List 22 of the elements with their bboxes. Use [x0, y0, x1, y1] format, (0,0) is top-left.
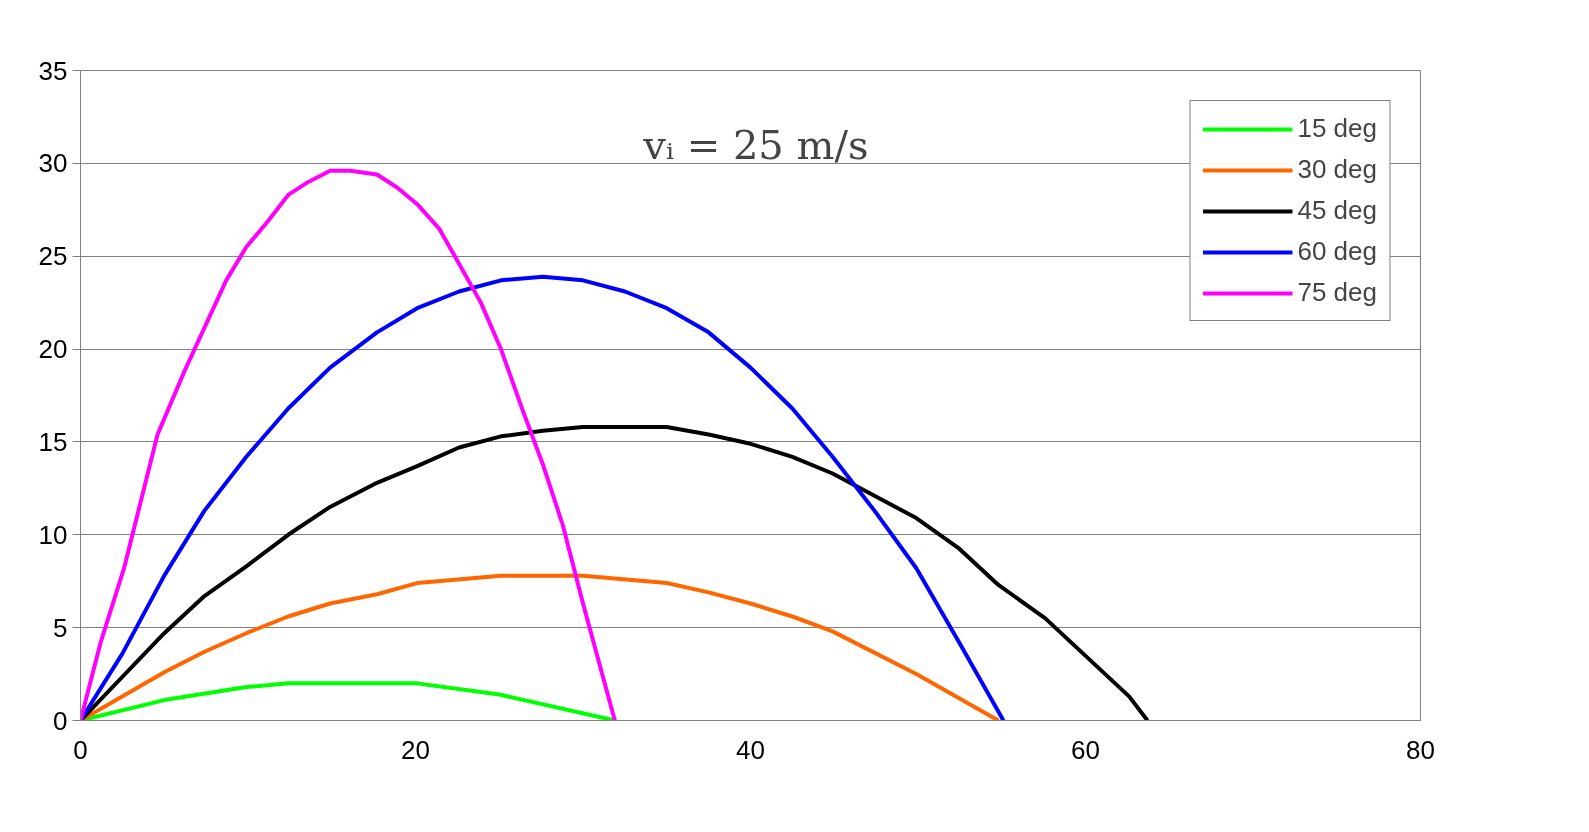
legend-label: 45 deg: [1297, 195, 1377, 226]
line-series: [80, 168, 617, 721]
y-tick-label: 0: [53, 705, 68, 736]
x-tick-label: 20: [401, 734, 430, 765]
legend-label: 75 deg: [1297, 277, 1377, 308]
line-series: [80, 274, 1006, 721]
y-tick-label: 20: [38, 334, 68, 365]
x-tick-label: 40: [736, 734, 765, 765]
line-series: [80, 425, 1150, 721]
legend-label: 30 deg: [1297, 154, 1377, 185]
y-tick-label: 30: [38, 148, 68, 179]
y-tick-label: 15: [38, 426, 68, 457]
y-tick-label: 5: [53, 612, 68, 643]
y-tick-label: 35: [38, 55, 68, 86]
x-tick-label: 0: [73, 734, 88, 765]
legend-label: 15 deg: [1297, 113, 1377, 144]
y-tick-label: 25: [38, 241, 68, 272]
x-tick-label: 60: [1071, 734, 1100, 765]
x-tick-label: 80: [1406, 734, 1435, 765]
annotation: vᵢ = 25 m/s: [642, 122, 869, 168]
legend-label: 60 deg: [1297, 236, 1377, 267]
y-tick-label: 10: [38, 519, 68, 550]
